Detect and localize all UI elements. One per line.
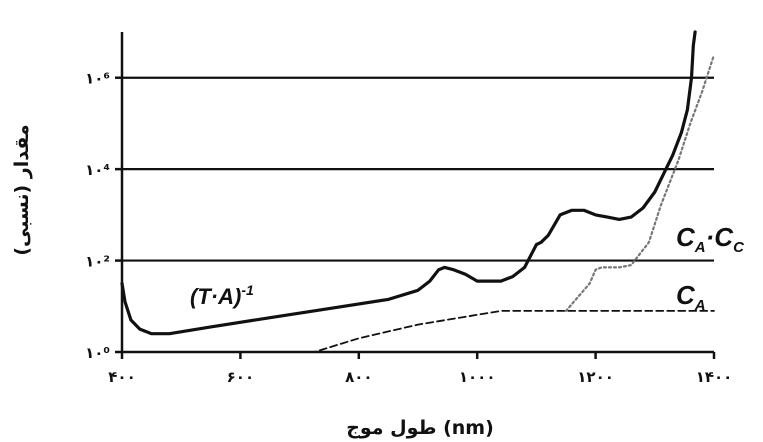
series-label-ca-cc-sub2: C xyxy=(733,239,745,256)
series-line-ca xyxy=(121,309,715,353)
series-label-ca-sub: A xyxy=(694,297,706,314)
series-label-ca-cc-sub1: A xyxy=(694,239,706,256)
y-tick-label: ۱۰² xyxy=(85,253,110,271)
x-tick-labels: ۴۰۰ ۶۰۰ ۸۰۰ ۱۰۰۰ ۱۲۰۰ ۱۴۰۰ xyxy=(108,352,732,386)
series-label-ta-inverse-main: (T·A) xyxy=(190,284,241,309)
x-tick-label: ۴۰۰ xyxy=(108,368,135,386)
series-label-ca: CA xyxy=(676,280,706,314)
series-label-ca-cc-mid: ·C xyxy=(706,222,735,252)
axes xyxy=(120,32,714,354)
x-tick-label: ۱۲۰۰ xyxy=(577,368,614,386)
x-tick-label: ۶۰۰ xyxy=(227,368,254,386)
series-label-ca-cc: CA·CC xyxy=(676,222,745,256)
series-label-ta-inverse-sup: -1 xyxy=(241,282,254,298)
series-label-ca-main: C xyxy=(676,280,696,310)
y-axis-title: مقدار (نسبی) xyxy=(11,124,33,255)
series-label-ta-inverse: (T·A)-1 xyxy=(190,282,254,309)
series-line-ca-cc xyxy=(564,53,716,312)
series-line-ta-inverse xyxy=(120,30,697,336)
x-tick-label: ۱۰۰۰ xyxy=(459,368,496,386)
y-tick-label: ۱۰⁴ xyxy=(85,161,110,179)
x-tick-label: ۸۰۰ xyxy=(345,368,372,386)
y-tick-label: ۱۰⁰ xyxy=(85,344,110,362)
y-tick-label: ۱۰⁶ xyxy=(85,70,110,88)
x-axis-title: طول موج (nm) xyxy=(346,417,494,439)
grid-lines xyxy=(122,76,714,262)
series-label-ca-cc-main: C xyxy=(676,222,696,252)
y-tick-labels: ۱۰⁰ ۱۰² ۱۰⁴ ۱۰⁶ xyxy=(85,70,122,362)
x-tick-label: ۱۴۰۰ xyxy=(696,368,733,386)
